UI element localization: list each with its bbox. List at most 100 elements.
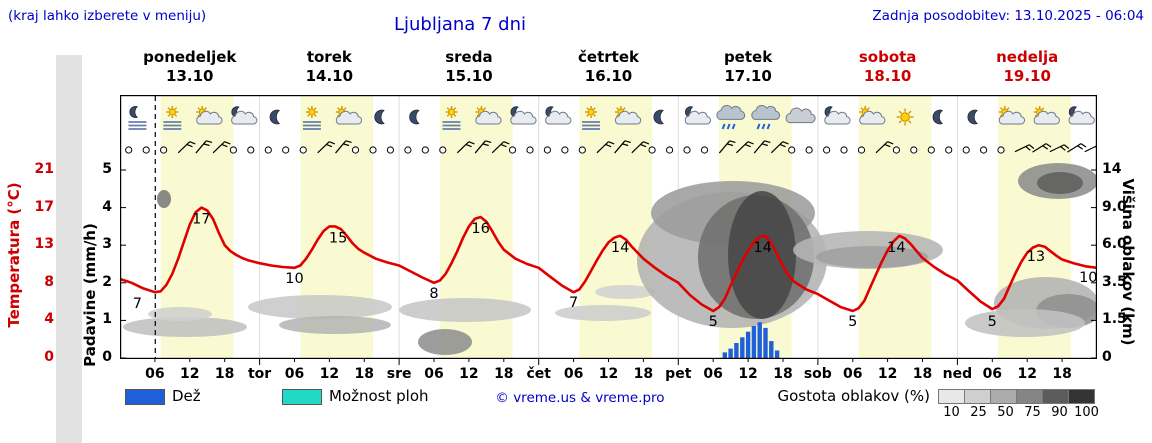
wind-calm-icon [683,146,691,154]
wind-calm-icon [351,146,360,154]
weather-icon-sun-cloud [998,106,1026,125]
wind-calm-icon [142,146,150,154]
cloud-height-tick: 0 [1102,349,1112,365]
rain-legend-swatch [125,389,165,405]
density-swatch-50 [991,389,1017,404]
day-name: sobota [858,48,917,66]
x-tick-12: 12 [319,366,340,382]
showers-legend-label: Možnost ploh [329,387,429,405]
x-tick-06: 06 [703,366,723,382]
wind-calm-icon [910,146,918,154]
cloud-blob [595,285,655,299]
weather-icon-moon [932,109,944,125]
x-tick-12: 12 [598,366,619,382]
wind-calm-icon [648,146,656,154]
wind-calm-icon [543,146,551,154]
x-tick-18: 18 [354,366,374,382]
wind-barb-icon [1067,143,1087,153]
wind-calm-icon [508,146,517,154]
wind-barb-icon [1014,144,1035,153]
wind-calm-icon [997,146,1005,154]
wind-barb-icon [736,141,754,154]
cloud-blob [148,307,212,321]
wind-barb-icon [1032,143,1052,153]
wind-barb-icon [335,140,352,154]
wind-calm-icon [125,146,133,154]
rain-legend-label: Dež [172,387,201,405]
cloud-blob [555,305,651,321]
rain-bar [769,341,774,358]
x-tick-sob: sob [803,366,832,382]
density-value-75: 75 [1024,405,1041,420]
wind-calm-icon [404,146,412,154]
wind-calm-icon [857,146,866,154]
wind-barb-icon [1049,144,1070,153]
density-swatch-90 [1043,389,1069,404]
density-swatch-25 [965,389,991,404]
temperature-value-label: 5 [709,314,718,330]
wind-calm-icon [788,146,796,154]
wind-calm-icon [980,146,988,154]
wind-barb-icon [770,141,789,154]
x-tick-tor: tor [247,366,272,382]
copyright-link[interactable]: © vreme.us & vreme.pro [495,390,665,406]
rain-bar [763,327,768,358]
temperature-value-label: 14 [753,240,771,256]
wind-barb-icon [177,141,196,154]
weather-icon-sun-cloud [196,106,223,125]
weather-icon-sun [896,108,914,126]
density-value-90: 90 [1051,405,1068,420]
wind-calm-icon [927,146,935,154]
weather-icon-moon-cloud [1068,106,1095,125]
cloud-height-tick: 9.0 [1102,198,1127,215]
x-tick-12: 12 [877,366,898,382]
wind-calm-icon [805,146,813,154]
weather-icon-sun-cloud [335,106,363,125]
weather-icon-sun-cloud [859,106,886,125]
day-name: sreda [445,48,493,66]
wind-calm-icon [264,146,272,154]
density-value-50: 50 [997,405,1014,420]
day-header-nedelja: nedelja 19.10 [957,48,1097,86]
day-header-sobota: sobota 18.10 [818,48,958,86]
temperature-value-label: 15 [329,230,347,246]
precip-tick: 5 [102,161,112,177]
x-tick-12: 12 [180,366,200,382]
precip-tick: 2 [102,273,112,290]
temperature-value-label: 17 [192,212,210,228]
x-tick-18: 18 [214,366,235,382]
cloud-blob [816,246,928,268]
precip-tick: 3 [102,236,112,253]
x-tick-sre: sre [386,366,412,382]
weather-icon-moon [374,109,385,125]
temperature-value-label: 16 [471,221,489,237]
temp-tick: 4 [44,311,54,328]
showers-legend-swatch [282,389,322,405]
cloud-blob [965,309,1085,337]
wind-barb-icon [195,140,213,154]
meteogram-plot: 7 17 10 15 8 16 7 14 5 14 5 14 5 13 10 [118,95,1105,367]
x-tick-18: 18 [1052,366,1072,382]
wind-calm-icon [892,146,901,154]
day-date: 16.10 [584,67,633,85]
x-tick-06: 06 [843,366,863,382]
weather-icon-moon [653,109,664,125]
wind-calm-icon [282,146,290,154]
weather-icon-rain [751,105,781,130]
density-value-10: 10 [943,405,960,420]
temperature-value-label: 10 [285,271,303,287]
temp-tick: 13 [34,236,54,253]
wind-calm-icon [386,146,394,154]
weather-icon-sun-cloud [614,106,642,125]
cloud-blob [728,191,796,319]
wind-barb-icon [456,141,475,154]
density-swatch-75 [1017,389,1043,404]
weather-icon-moon [409,109,420,125]
day-header-četrtek: četrtek 16.10 [539,48,679,86]
day-header-petek: petek 17.10 [678,48,818,86]
x-tick-06: 06 [284,366,305,382]
rain-bar [734,343,739,358]
wind-calm-icon [421,146,429,154]
day-header-sreda: sreda 15.10 [399,48,539,86]
